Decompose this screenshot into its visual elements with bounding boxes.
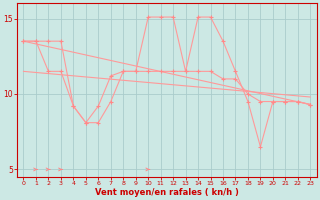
X-axis label: Vent moyen/en rafales ( kn/h ): Vent moyen/en rafales ( kn/h ): [95, 188, 239, 197]
